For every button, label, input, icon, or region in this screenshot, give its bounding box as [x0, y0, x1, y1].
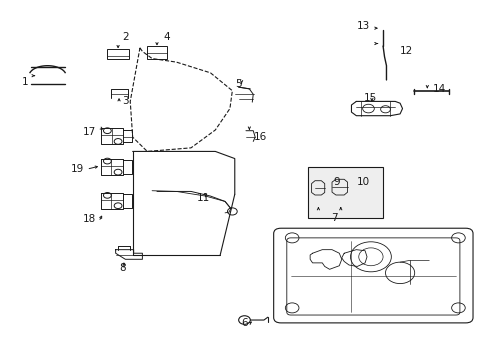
- FancyBboxPatch shape: [307, 167, 382, 217]
- Text: 7: 7: [330, 212, 337, 222]
- Text: 10: 10: [356, 177, 369, 187]
- Text: 2: 2: [122, 32, 128, 42]
- Text: 12: 12: [399, 46, 412, 57]
- Text: 3: 3: [122, 96, 128, 107]
- Text: 6: 6: [241, 318, 247, 328]
- Bar: [107, 49, 129, 59]
- Text: 19: 19: [71, 164, 84, 174]
- Text: 15: 15: [364, 93, 377, 103]
- Text: 9: 9: [333, 177, 340, 187]
- Text: 8: 8: [120, 262, 126, 273]
- Bar: [147, 46, 166, 59]
- Text: 17: 17: [83, 127, 96, 137]
- Text: 11: 11: [196, 193, 209, 203]
- Text: 16: 16: [254, 132, 267, 142]
- Text: 1: 1: [21, 77, 28, 87]
- Text: 4: 4: [163, 32, 170, 42]
- Text: 18: 18: [83, 214, 96, 224]
- Text: 14: 14: [431, 84, 445, 94]
- Text: 5: 5: [235, 78, 242, 89]
- Text: 13: 13: [356, 21, 369, 31]
